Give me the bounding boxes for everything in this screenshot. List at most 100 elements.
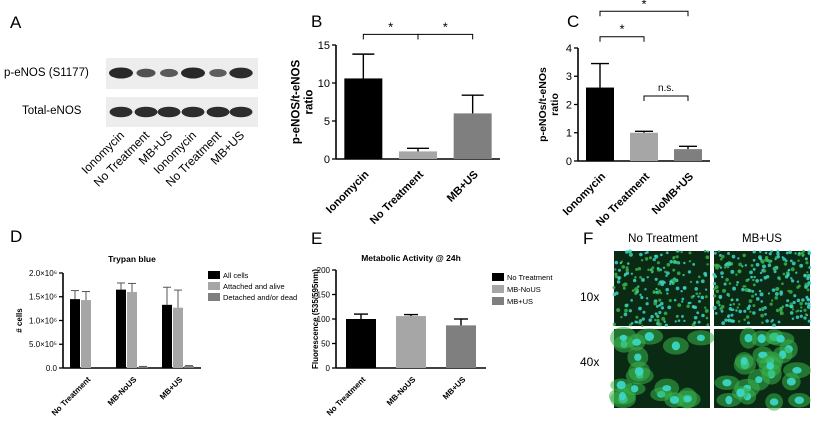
cell-nucleus	[796, 298, 801, 303]
cell-nucleus	[621, 265, 626, 269]
micrograph-mb-us-40x	[714, 327, 811, 411]
cell-nucleus	[676, 249, 680, 253]
chart-d: Trypan blue 0.0 5.0×10⁵ 1.0×10⁶ 1.5×10⁶ 2.0×1…	[15, 254, 297, 418]
cell-nucleus	[706, 263, 709, 266]
cell-nucleus	[680, 250, 683, 254]
cell-nucleus	[774, 295, 779, 300]
bar-mb-us	[446, 325, 476, 368]
cell-nucleus	[738, 303, 741, 306]
blot-band-total-enos	[109, 106, 133, 118]
cell-nucleus	[776, 252, 780, 256]
cell-nucleus	[614, 268, 617, 271]
cell-nucleus	[776, 249, 780, 253]
cell-nucleus	[763, 275, 768, 280]
cell-nucleus	[786, 273, 790, 277]
cell-nucleus	[769, 302, 773, 306]
cell-nucleus	[792, 366, 802, 374]
cell-nucleus	[781, 256, 784, 259]
cell-nucleus	[781, 282, 784, 286]
cell-nucleus	[765, 319, 769, 323]
y-tick-label: 1.0×10⁶	[29, 316, 57, 325]
cell-nucleus	[650, 269, 654, 273]
cell-nucleus	[731, 254, 736, 259]
cell-nucleus	[741, 287, 745, 292]
cell-nucleus	[783, 262, 788, 266]
cell-nucleus	[804, 313, 808, 316]
cell-nucleus	[758, 308, 762, 311]
cell-nucleus	[720, 257, 723, 261]
bar-all-cells	[116, 289, 126, 368]
cell-nucleus	[665, 251, 669, 255]
cell-nucleus	[676, 271, 681, 276]
significance-bracket	[362, 33, 419, 40]
cell-nucleus	[785, 251, 789, 255]
cell-nucleus	[791, 317, 795, 320]
cell-nucleus	[666, 271, 670, 275]
significance-bracket	[599, 36, 645, 42]
cell-nucleus	[619, 261, 622, 265]
y-tick-label: 4	[566, 43, 572, 55]
y-tick-label: 200	[317, 266, 331, 275]
cell-nucleus	[669, 282, 672, 286]
y-tick-label: 1.5×10⁶	[29, 293, 57, 302]
cell-nucleus	[758, 289, 762, 293]
cell-nucleus	[750, 275, 753, 279]
cell-nucleus	[775, 308, 780, 313]
cell-nucleus	[616, 308, 621, 313]
bar-detached-and-or-dead	[138, 366, 148, 368]
significance-label: *	[619, 22, 624, 37]
cell-nucleus	[712, 305, 717, 310]
cell-nucleus	[752, 258, 756, 262]
cell-nucleus	[705, 255, 710, 260]
cell-nucleus	[799, 309, 803, 313]
cell-nucleus	[671, 341, 681, 351]
cell-nucleus	[695, 292, 699, 296]
cell-nucleus	[752, 304, 756, 308]
cell-nucleus	[634, 275, 637, 279]
cell-nucleus	[697, 275, 701, 279]
cell-nucleus	[747, 304, 751, 308]
cell-nucleus	[806, 274, 809, 277]
cell-nucleus	[768, 259, 772, 263]
cell-nucleus	[755, 297, 760, 301]
cell-nucleus	[692, 294, 695, 298]
cell-nucleus	[614, 272, 618, 276]
cell-nucleus	[654, 254, 657, 258]
cell-nucleus	[796, 309, 800, 313]
micrograph-no-treatment-40x	[608, 326, 715, 409]
y-tick-label: 2.0×10⁶	[29, 269, 57, 278]
cell-nucleus	[778, 278, 781, 281]
cell-nucleus	[754, 293, 757, 296]
cell-nucleus	[749, 310, 752, 313]
cell-nucleus	[672, 278, 677, 283]
cell-nucleus	[732, 286, 737, 291]
cell-nucleus	[753, 275, 756, 279]
bar-all-cells	[162, 304, 172, 368]
cell-nucleus	[720, 309, 724, 313]
cell-nucleus	[713, 251, 717, 255]
cell-nucleus	[628, 323, 632, 327]
cell-nucleus	[804, 302, 808, 305]
cell-nucleus	[797, 259, 800, 262]
cell-nucleus	[732, 302, 736, 306]
cell-nucleus	[696, 311, 700, 315]
cell-nucleus	[806, 297, 810, 301]
cell-nucleus	[646, 276, 649, 279]
cell-nucleus	[692, 305, 696, 309]
cell-nucleus	[703, 271, 708, 276]
cell-nucleus	[700, 295, 705, 300]
micrograph-panel: No Treatment MB+US 10x 40x	[580, 233, 812, 411]
cell-nucleus	[770, 249, 773, 253]
blot-band-total-enos	[134, 106, 158, 118]
cell-nucleus	[656, 266, 660, 270]
bar-no-treatment	[346, 319, 376, 368]
legend-swatch	[208, 271, 220, 279]
y-tick-label: 150	[317, 290, 331, 299]
cell-nucleus	[695, 280, 699, 284]
micrograph-column-label-no-treatment: No Treatment	[628, 233, 698, 245]
cell-nucleus	[663, 320, 666, 323]
cell-nucleus	[671, 281, 675, 285]
cell-nucleus	[630, 321, 634, 325]
cell-nucleus	[781, 305, 785, 309]
cell-nucleus	[639, 293, 642, 297]
